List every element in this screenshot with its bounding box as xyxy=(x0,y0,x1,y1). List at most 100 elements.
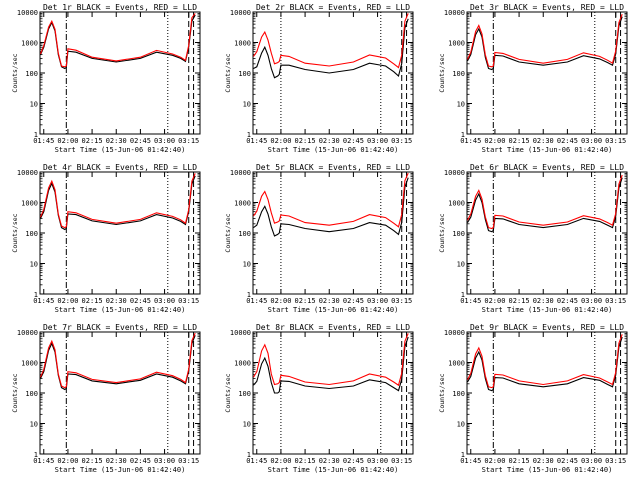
y-tick-label: 1 xyxy=(461,291,465,299)
y-tick-label: 1 xyxy=(34,451,38,459)
y-tick-label: 10000 xyxy=(230,329,251,337)
x-tick-label: 02:00 xyxy=(57,137,78,145)
x-tick-label: 01:45 xyxy=(246,137,267,145)
panel-7: Det 7r BLACK = Events, RED = LLD 1 10 100 10… xyxy=(11,323,201,474)
y-tick-label: 1 xyxy=(247,131,251,139)
series-lld-line xyxy=(39,13,196,68)
y-axis-label: Counts/sec xyxy=(438,373,446,412)
panel-4: Det 4r BLACK = Events, RED = LLD 1 10 100 10… xyxy=(11,163,201,314)
y-tick-label: 100 xyxy=(238,390,251,398)
x-tick-label: 02:45 xyxy=(343,457,364,465)
x-tick-label: 02:15 xyxy=(509,457,530,465)
x-tick-label: 01:45 xyxy=(460,137,481,145)
y-axis-label: Counts/sec xyxy=(224,53,232,92)
x-tick-label: 02:00 xyxy=(484,457,505,465)
x-tick-label: 03:00 xyxy=(367,297,388,305)
x-tick-label: 02:45 xyxy=(343,297,364,305)
y-tick-label: 1000 xyxy=(234,200,251,208)
series-lld-line xyxy=(253,172,409,228)
panel-title: Det 1r BLACK = Events, RED = LLD xyxy=(43,3,197,12)
y-tick-label: 1 xyxy=(461,131,465,139)
y-tick-label: 1 xyxy=(247,451,251,459)
series-lld-line xyxy=(467,13,623,68)
series-lld-line xyxy=(467,334,623,389)
panel-3: Det 3r BLACK = Events, RED = LLD 1 10 100 10… xyxy=(438,3,628,154)
series-events-line xyxy=(467,16,623,71)
y-tick-label: 1000 xyxy=(21,360,38,368)
y-tick-label: 100 xyxy=(25,230,38,238)
y-tick-label: 100 xyxy=(452,70,465,78)
y-tick-label: 10 xyxy=(243,101,251,109)
x-axis-label: Start Time (15-Jun-06 01:42:40) xyxy=(482,466,613,474)
y-tick-label: 1 xyxy=(247,291,251,299)
y-tick-label: 10 xyxy=(30,101,38,109)
x-tick-label: 02:15 xyxy=(82,137,103,145)
x-tick-label: 02:45 xyxy=(130,457,151,465)
y-tick-label: 100 xyxy=(238,70,251,78)
y-tick-label: 10000 xyxy=(230,9,251,17)
x-tick-label: 03:00 xyxy=(154,297,175,305)
x-tick-label: 03:15 xyxy=(391,457,412,465)
x-tick-label: 02:45 xyxy=(557,457,578,465)
y-tick-label: 1000 xyxy=(234,360,251,368)
x-tick-label: 02:15 xyxy=(509,297,530,305)
x-tick-label: 01:45 xyxy=(460,457,481,465)
y-tick-label: 10000 xyxy=(17,329,38,337)
y-tick-label: 10 xyxy=(457,101,465,109)
plot-frame xyxy=(39,171,201,295)
series-events-line xyxy=(40,175,196,231)
x-tick-label: 01:45 xyxy=(33,297,54,305)
y-axis-label: Counts/sec xyxy=(11,213,19,252)
series-events-line xyxy=(253,336,409,394)
y-axis-label: Counts/sec xyxy=(11,53,19,92)
x-tick-label: 02:15 xyxy=(82,297,103,305)
y-tick-label: 100 xyxy=(238,230,251,238)
x-tick-label: 03:15 xyxy=(178,297,199,305)
x-axis-label: Start Time (15-Jun-06 01:42:40) xyxy=(268,146,399,154)
y-axis-label: Counts/sec xyxy=(11,373,19,412)
x-tick-label: 02:15 xyxy=(295,137,316,145)
x-tick-label: 03:00 xyxy=(154,457,175,465)
x-tick-label: 03:15 xyxy=(178,137,199,145)
x-tick-label: 02:30 xyxy=(319,137,340,145)
panel-title: Det 5r BLACK = Events, RED = LLD xyxy=(256,163,410,172)
x-tick-label: 02:45 xyxy=(343,137,364,145)
y-axis-label: Counts/sec xyxy=(438,53,446,92)
x-tick-label: 02:15 xyxy=(82,457,103,465)
y-tick-label: 10000 xyxy=(444,329,465,337)
y-tick-label: 100 xyxy=(25,70,38,78)
y-tick-label: 10 xyxy=(457,261,465,269)
y-tick-label: 1000 xyxy=(234,40,251,48)
x-tick-label: 01:45 xyxy=(246,297,267,305)
x-tick-label: 03:15 xyxy=(605,457,626,465)
y-tick-label: 100 xyxy=(452,230,465,238)
y-tick-label: 10 xyxy=(243,421,251,429)
y-tick-label: 10 xyxy=(243,261,251,269)
x-tick-label: 02:30 xyxy=(106,137,127,145)
y-tick-label: 10000 xyxy=(230,169,251,177)
x-tick-label: 02:00 xyxy=(57,457,78,465)
x-axis-label: Start Time (15-Jun-06 01:42:40) xyxy=(55,466,186,474)
y-axis-label: Counts/sec xyxy=(438,213,446,252)
series-lld-line xyxy=(467,174,623,230)
x-tick-label: 02:45 xyxy=(130,297,151,305)
x-tick-label: 03:00 xyxy=(581,137,602,145)
x-axis-label: Start Time (15-Jun-06 01:42:40) xyxy=(268,306,399,314)
y-tick-label: 1000 xyxy=(21,200,38,208)
series-lld-line xyxy=(253,333,409,387)
y-tick-label: 1 xyxy=(34,291,38,299)
x-tick-label: 02:15 xyxy=(509,137,530,145)
y-tick-label: 10 xyxy=(30,261,38,269)
y-tick-label: 10000 xyxy=(17,9,38,17)
x-axis-label: Start Time (15-Jun-06 01:42:40) xyxy=(55,146,186,154)
series-lld-line xyxy=(253,13,409,69)
panel-title: Det 4r BLACK = Events, RED = LLD xyxy=(43,163,197,172)
y-tick-label: 10000 xyxy=(17,169,38,177)
panel-9: Det 9r BLACK = Events, RED = LLD 1 10 100 10… xyxy=(438,323,628,474)
x-tick-label: 01:45 xyxy=(246,457,267,465)
x-tick-label: 02:45 xyxy=(557,297,578,305)
x-tick-label: 03:15 xyxy=(178,457,199,465)
x-tick-label: 03:15 xyxy=(605,137,626,145)
series-events-line xyxy=(253,18,409,79)
series-lld-line xyxy=(39,332,196,389)
